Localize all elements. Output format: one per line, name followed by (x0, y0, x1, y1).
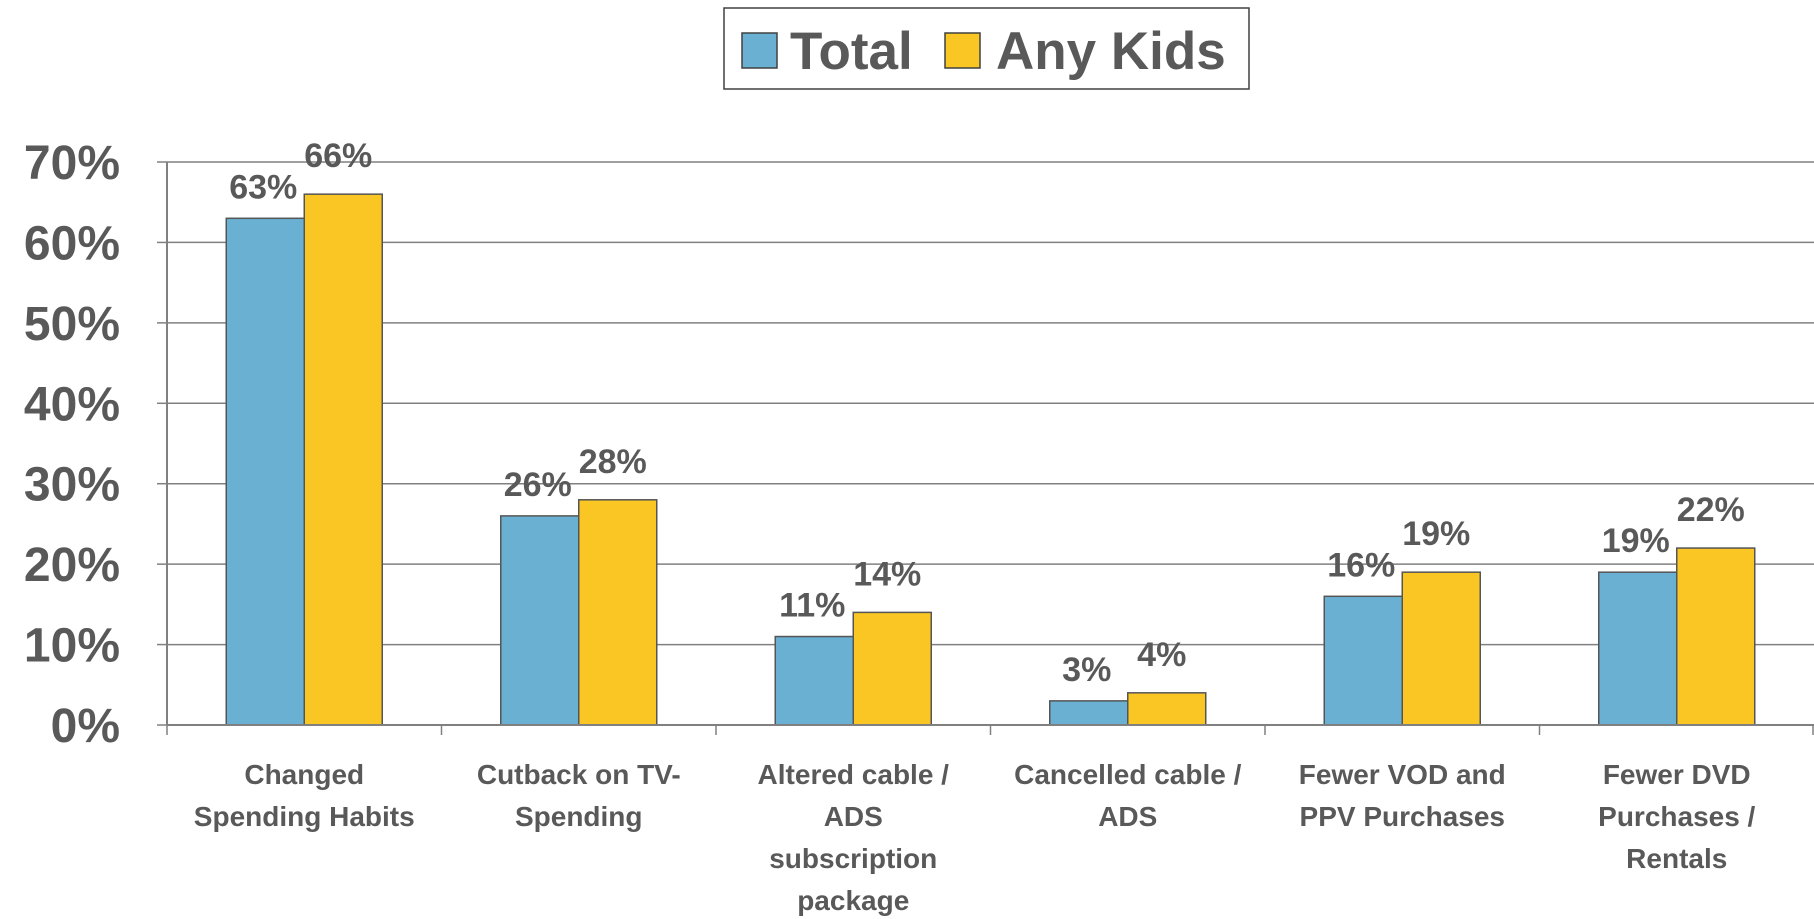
bar-total (1598, 571, 1678, 726)
data-labels: 63%66%26%28%11%14%3% 4%16%19% 19%22% (229, 137, 1745, 689)
y-tick-label: 30% (24, 459, 120, 512)
bar-any-kids (1127, 692, 1207, 726)
legend-label: Total (790, 22, 913, 81)
data-label: 3% (1062, 651, 1111, 689)
bar-total (774, 635, 854, 726)
x-category-label: Fewer DVD Purchases / Rentals (1598, 759, 1755, 874)
data-label: 16% (1327, 546, 1395, 584)
y-tick-label: 60% (24, 217, 120, 270)
legend-box (723, 7, 1250, 90)
y-tick-label: 20% (24, 539, 120, 592)
data-label: 4% (1137, 636, 1186, 674)
data-label: 63% (229, 168, 297, 206)
x-category-label: Fewer VOD and PPV Purchases (1299, 759, 1506, 832)
x-category-label: Altered cable / ADS subscription package (758, 759, 950, 916)
data-label: 22% (1677, 491, 1745, 529)
y-tick-label: 0% (51, 700, 120, 753)
bar-any-kids (1676, 547, 1756, 726)
bar-total (1323, 595, 1403, 726)
bar-any-kids (852, 611, 932, 726)
data-label: 19% (1402, 515, 1470, 553)
y-axis-tick-labels: 0% 10% 20% 30% 40% 50% 60% 70% (24, 137, 120, 753)
bars (225, 193, 1756, 726)
y-tick-label: 10% (24, 620, 120, 673)
x-category-label: Changed Spending Habits (194, 759, 415, 832)
legend-swatch (944, 32, 981, 69)
data-label: 26% (504, 466, 572, 504)
data-label: 11% (779, 587, 845, 625)
x-category-label: Cancelled cable / ADS (1014, 759, 1241, 832)
bar-any-kids (578, 499, 658, 726)
data-label: 28% (579, 443, 647, 481)
bar-any-kids (303, 193, 383, 726)
bar-total (1049, 700, 1129, 726)
legend-swatch (741, 32, 778, 69)
legend: Total Any Kids (723, 7, 1250, 90)
y-tick-label: 70% (24, 137, 120, 190)
gridlines (157, 161, 1814, 726)
legend-label: Any Kids (996, 22, 1226, 81)
y-tick-label: 50% (24, 298, 120, 351)
axes (166, 162, 1814, 735)
data-label: 14% (853, 555, 921, 593)
data-label: 19% (1602, 522, 1670, 560)
bar-any-kids (1401, 571, 1481, 726)
bar-total (225, 217, 305, 726)
data-label: 66% (304, 137, 372, 175)
x-axis-category-labels: Changed Spending Habits Cutback on TV-Spen… (194, 759, 1756, 916)
x-category-label: Cutback on TV-Spending (477, 759, 681, 832)
bar-total (500, 515, 580, 726)
y-tick-label: 40% (24, 378, 120, 431)
